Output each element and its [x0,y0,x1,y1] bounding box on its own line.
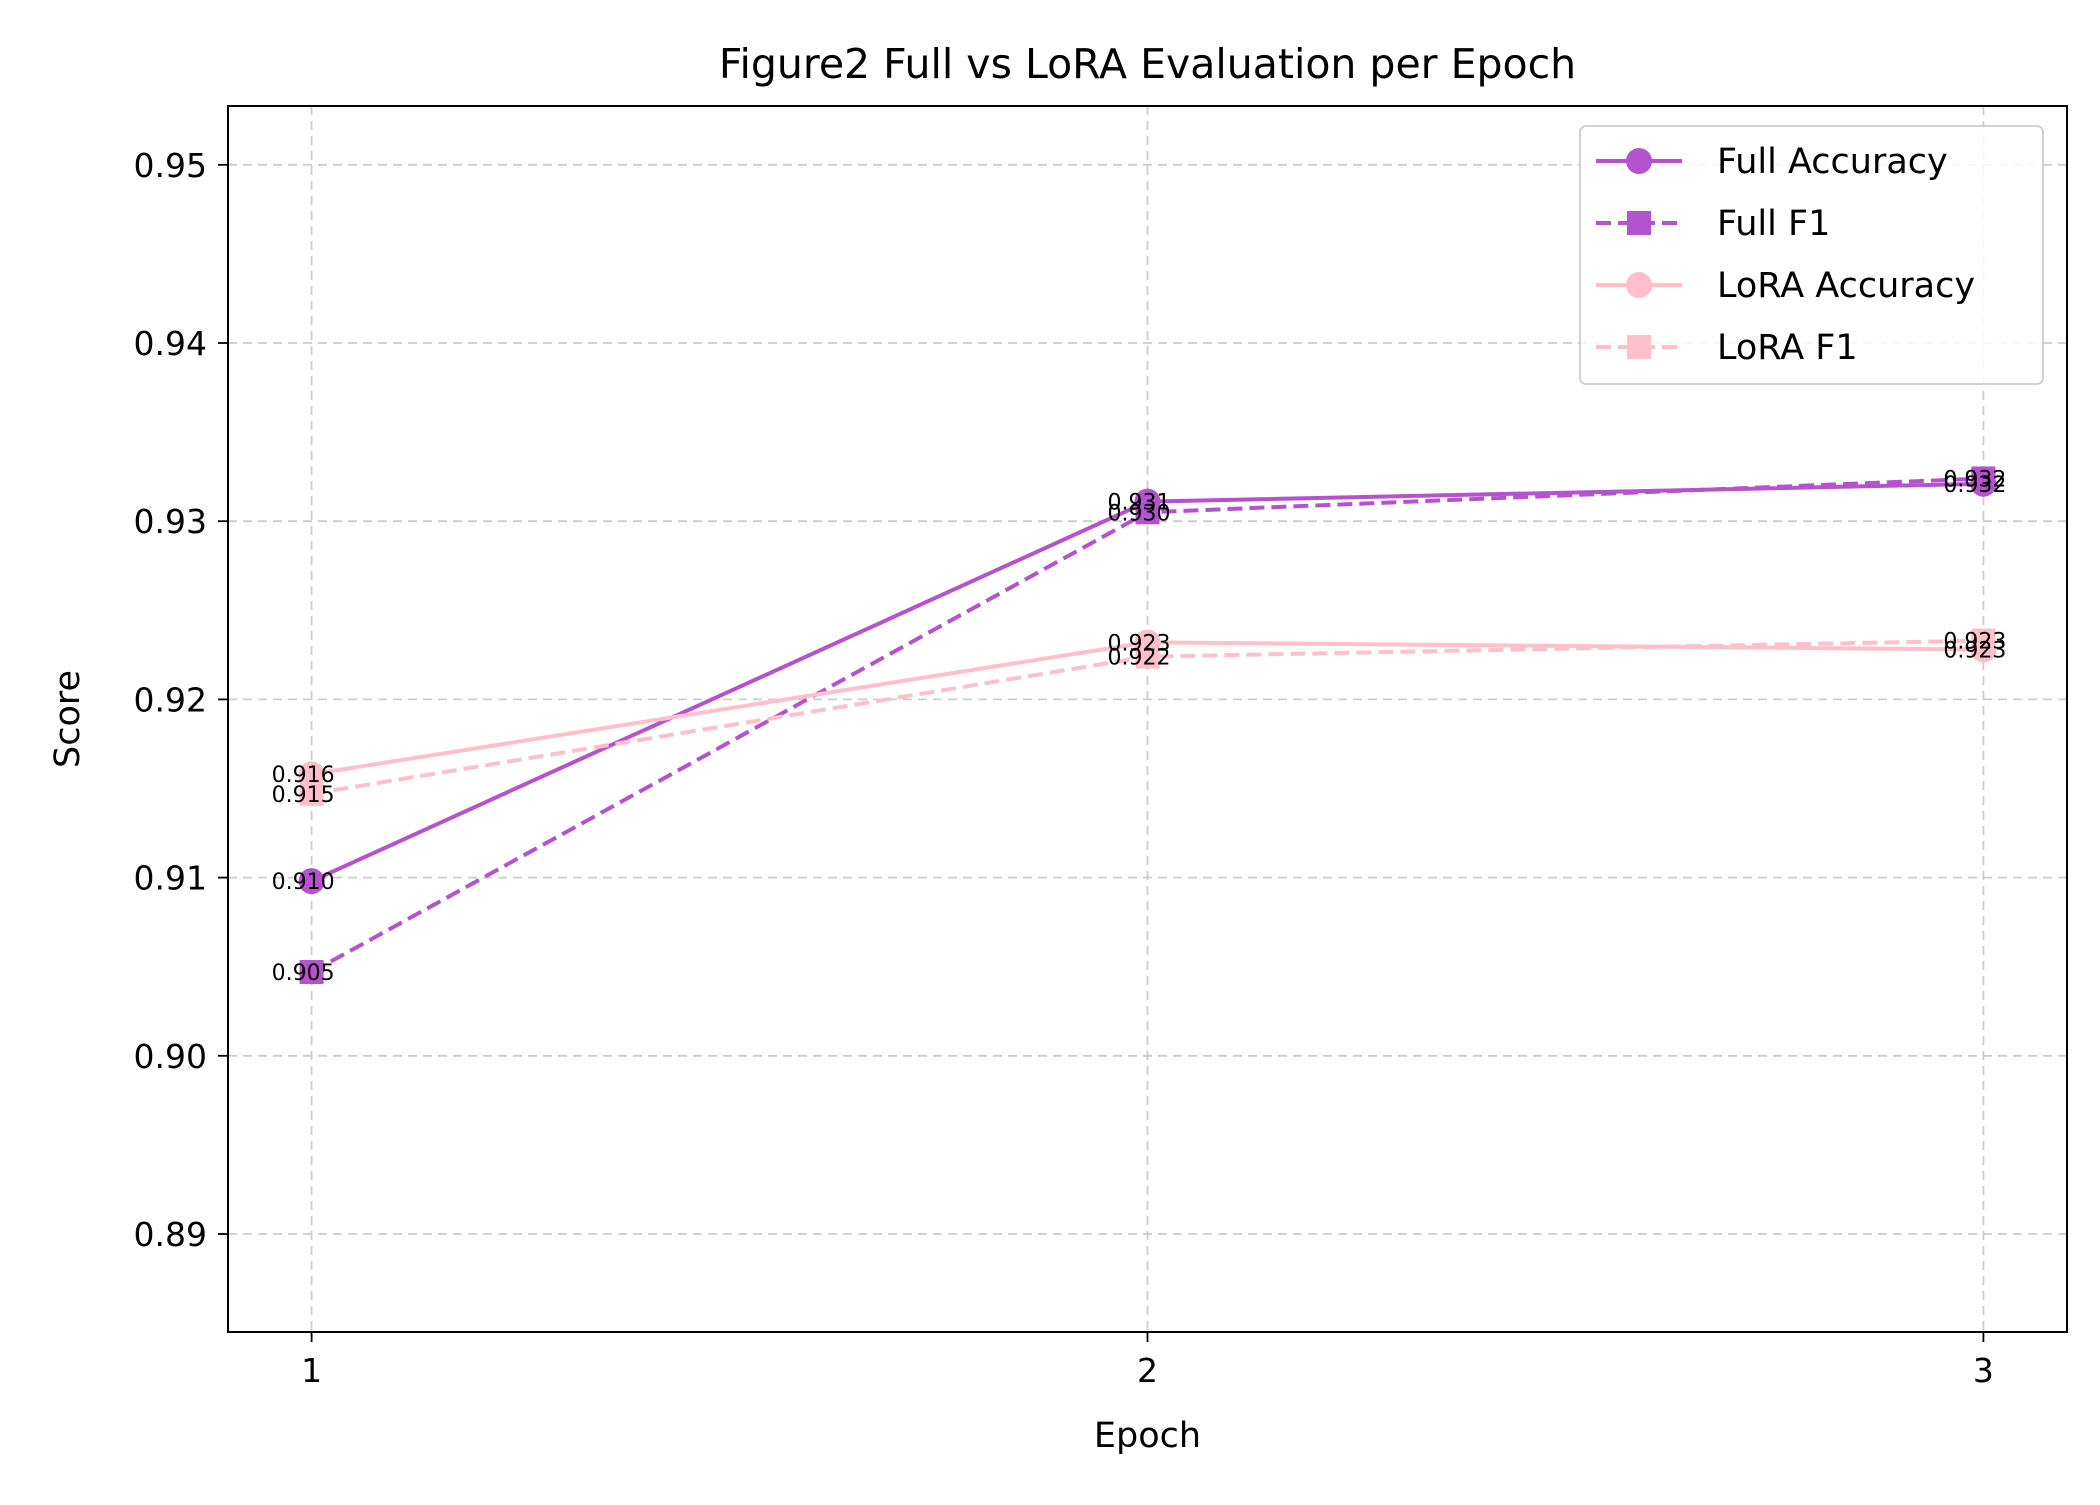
legend-label: Full Accuracy [1717,142,1948,182]
data-labels: 0.910 0.931 0.932 0.905 0.930 0.932 0.916 0.923… [272,467,2007,986]
data-label: 0.923 [1943,639,2006,664]
y-tick-label: 0.93 [134,502,207,541]
axis-ticks: 0.89 0.90 0.91 0.92 0.93 0.94 0.95 1 2 3 [134,146,1994,1390]
y-axis-label: Score [48,670,88,768]
data-label: 0.931 [1108,491,1171,516]
data-label: 0.932 [1943,467,2006,492]
y-tick-label: 0.94 [134,324,207,363]
data-label: 0.915 [272,783,335,808]
data-point [1971,628,1996,653]
data-label: 0.923 [1108,631,1171,656]
y-tick-label: 0.90 [134,1037,207,1076]
data-label: 0.905 [272,961,335,986]
y-tick-label: 0.89 [134,1215,207,1254]
legend-swatch-marker [1627,335,1651,359]
data-point [299,781,324,806]
data-point [1135,644,1160,669]
legend-swatch-marker [1627,211,1651,235]
data-label: 0.910 [272,870,335,895]
legend-label: LoRA Accuracy [1717,266,1975,306]
legend-swatch-marker [1626,272,1652,298]
legend-frame [1579,125,2044,385]
x-tick-label: 1 [301,1351,322,1390]
chart-title: Figure2 Full vs LoRA Evaluation per Epoc… [719,40,1576,88]
data-label: 0.916 [272,763,335,788]
x-tick-label: 2 [1137,1351,1158,1390]
data-label: 0.930 [1108,501,1171,526]
y-tick-label: 0.95 [134,146,207,185]
x-tick-label: 3 [1973,1351,1994,1390]
data-point [298,868,325,895]
data-point [1135,500,1160,525]
data-point [299,960,324,985]
series-layer [298,466,1997,985]
legend-label: LoRA F1 [1717,328,1858,368]
y-tick-label: 0.92 [134,680,207,719]
data-point [1971,466,1996,491]
data-label: 0.932 [1943,473,2006,498]
data-label: 0.922 [1108,646,1171,671]
data-point [298,761,325,788]
legend: Full Accuracy Full F1 LoRA Accuracy LoRA F1 [1579,125,2044,385]
legend-swatch-marker [1626,148,1652,174]
legend-label: Full F1 [1717,204,1830,244]
data-label: 0.923 [1943,630,2006,655]
y-tick-label: 0.91 [134,859,207,898]
x-axis-label: Epoch [1094,1416,1201,1456]
